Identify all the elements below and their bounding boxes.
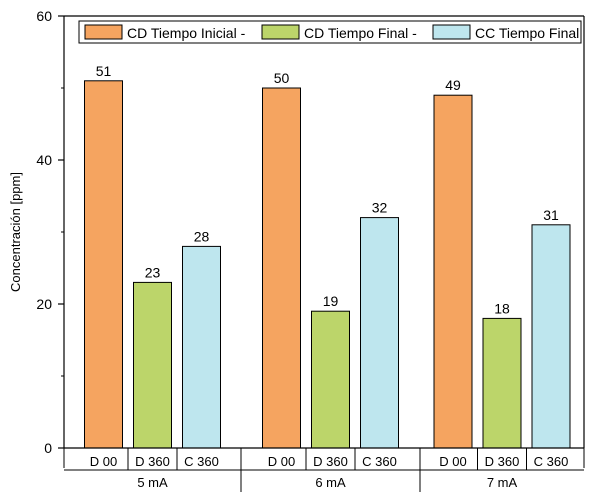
data-label: 51 [96, 63, 112, 79]
axes-layer: D 00 D 360 C 360 5 mA D 00 D 360 C 360 6 mA D 00… [36, 8, 585, 492]
legend-label: CC Tiempo Final [475, 25, 579, 41]
x-tick-label: D 360 [135, 454, 170, 469]
legend-label: CD Tiempo Final - [304, 25, 417, 41]
bar [262, 87, 301, 449]
data-label: 31 [543, 207, 559, 223]
x-tick-label: C 360 [362, 454, 397, 469]
legend-label: CD Tiempo Inicial - [127, 25, 246, 41]
x-tick-label: D 00 [268, 454, 295, 469]
bar [433, 94, 473, 449]
x-tick-label: D 360 [485, 454, 520, 469]
bar [133, 281, 172, 449]
legend-swatch [84, 24, 123, 40]
bar [482, 317, 522, 449]
data-label: 32 [372, 200, 388, 216]
data-label: 19 [323, 293, 339, 309]
x-group-label: 6 mA [315, 475, 346, 490]
bar [84, 80, 123, 449]
x-tick-label: C 360 [534, 454, 569, 469]
bar [531, 224, 571, 449]
bars-layer: 51 23 28 50 19 32 49 18 31 [84, 63, 571, 449]
x-tick-label: D 00 [439, 454, 466, 469]
x-tick-label: D 00 [90, 454, 117, 469]
x-group-label: 7 mA [487, 475, 518, 490]
y-tick-label: 20 [36, 296, 52, 312]
data-label: 49 [445, 77, 461, 93]
legend-swatch [432, 24, 471, 40]
bar [182, 245, 221, 449]
bar [360, 217, 399, 449]
bar [311, 310, 350, 449]
data-label: 50 [274, 70, 290, 86]
data-label: 23 [145, 264, 161, 280]
x-tick-label: D 360 [313, 454, 348, 469]
legend: CD Tiempo Inicial - CD Tiempo Final - CC T… [78, 20, 582, 44]
data-label: 18 [494, 300, 510, 316]
x-tick-label: C 360 [184, 454, 219, 469]
y-tick-label: 0 [44, 440, 52, 456]
y-tick-label: 40 [36, 152, 52, 168]
x-group-label: 5 mA [137, 475, 168, 490]
y-tick-label: 60 [36, 8, 52, 24]
data-label: 28 [194, 228, 210, 244]
y-axis-title: Concentración [ppm] [8, 172, 23, 292]
legend-swatch [261, 24, 300, 40]
